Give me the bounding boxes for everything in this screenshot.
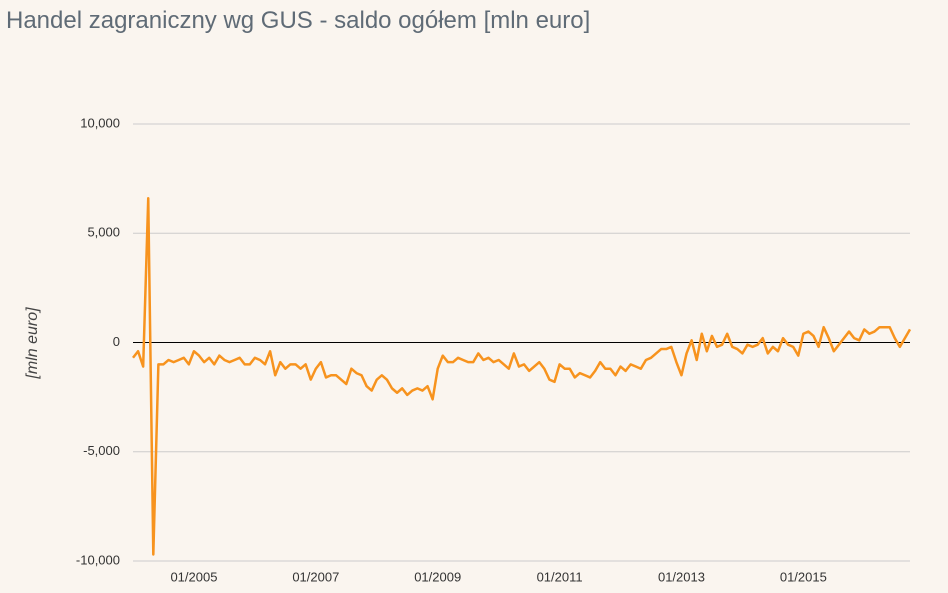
y-tick-label: 5,000: [87, 225, 120, 240]
y-tick-label: 10,000: [80, 115, 120, 130]
x-tick-label: 01/2013: [658, 569, 705, 584]
x-tick-label: 01/2011: [537, 569, 583, 584]
y-tick-label: -5,000: [83, 443, 120, 458]
data-line: [132, 197, 912, 556]
x-tick-label: 01/2015: [780, 569, 827, 584]
y-axis-label: [mln euro]: [24, 307, 41, 380]
x-tick-label: 01/2009: [414, 569, 461, 584]
x-tick-label: 01/2005: [170, 569, 217, 584]
x-tick-label: 01/2007: [292, 569, 339, 584]
y-tick-label: 0: [113, 334, 120, 349]
chart-title: Handel zagraniczny wg GUS - saldo ogółem…: [6, 7, 590, 34]
y-tick-label: -10,000: [76, 552, 120, 567]
